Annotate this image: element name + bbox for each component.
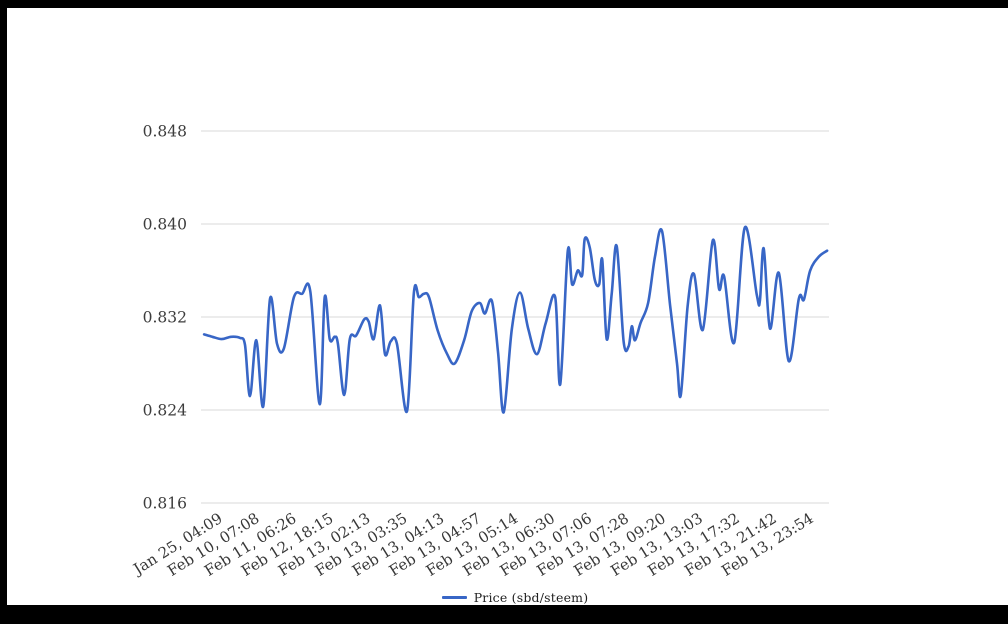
gridlines	[201, 131, 829, 503]
x-tick-label: Feb 12, 18:15	[238, 509, 336, 580]
x-tick-label: Feb 13, 05:14	[423, 509, 521, 580]
chart-legend: Price (sbd/steem)	[201, 590, 829, 605]
x-tick-label: Feb 13, 04:13	[349, 509, 447, 580]
x-tick-label: Feb 13, 07:28	[534, 509, 632, 580]
x-tick-label: Feb 11, 06:26	[201, 509, 299, 580]
legend-label: Price (sbd/steem)	[474, 590, 589, 605]
y-axis-labels: 0.848 0.840 0.832 0.824 0.816	[143, 123, 188, 513]
x-tick-label: Feb 13, 09:20	[571, 509, 669, 580]
x-tick-label: Feb 13, 02:13	[275, 509, 373, 580]
y-tick-label: 0.816	[143, 495, 187, 513]
price-line-series	[204, 227, 827, 413]
x-tick-label: Feb 13, 13:03	[608, 509, 706, 580]
x-tick-label: Feb 13, 17:32	[644, 509, 742, 580]
x-tick-label: Feb 13, 04:57	[386, 509, 484, 580]
y-tick-label: 0.848	[143, 123, 187, 141]
x-tick-label: Jan 25, 04:09	[128, 509, 225, 579]
x-tick-label: Feb 13, 03:35	[312, 509, 410, 580]
legend-line-swatch	[442, 596, 467, 599]
y-tick-label: 0.824	[143, 402, 188, 420]
y-tick-label: 0.832	[143, 309, 187, 327]
y-tick-label: 0.840	[143, 216, 187, 234]
x-tick-label: Feb 13, 23:54	[718, 509, 816, 580]
x-tick-label: Feb 13, 21:42	[681, 509, 779, 580]
x-tick-label: Feb 13, 07:06	[497, 509, 595, 580]
x-tick-label: Feb 13, 06:30	[460, 509, 558, 580]
x-tick-label: Feb 10, 07:08	[164, 509, 262, 580]
